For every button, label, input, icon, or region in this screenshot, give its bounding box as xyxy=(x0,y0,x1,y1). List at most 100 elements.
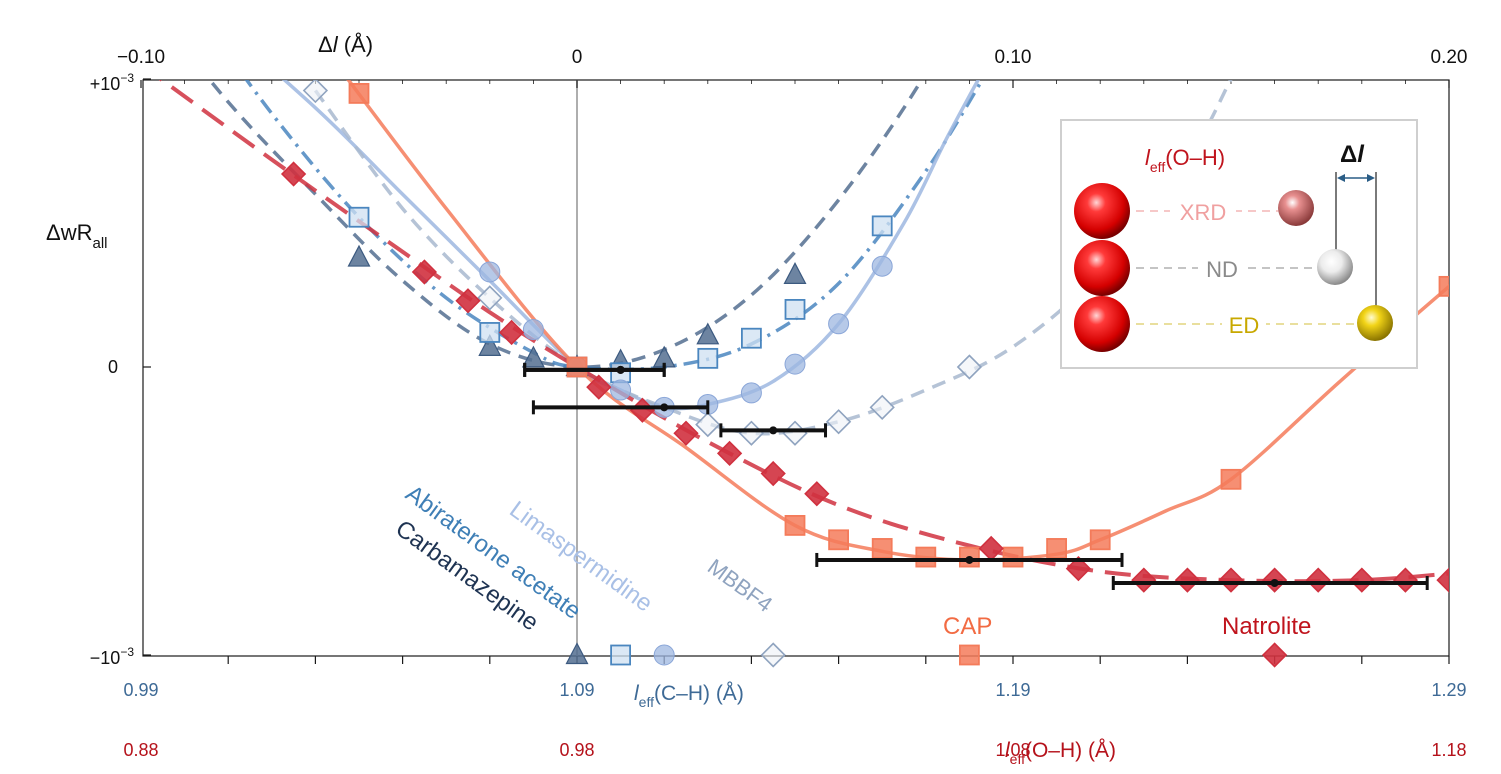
top-tick-label-1: 0 xyxy=(572,47,583,68)
point-natrolite xyxy=(498,319,525,346)
inset-legend-title: leff(O–H) xyxy=(1145,145,1225,175)
ch-tick-label-2: 1.19 xyxy=(995,680,1030,700)
point-natrolite xyxy=(1174,567,1201,593)
curve-carbamazepine xyxy=(207,80,924,369)
oh-tick-label-3: 1.18 xyxy=(1431,740,1466,760)
point-natrolite xyxy=(673,420,699,446)
top-tick-label-0: −0.10 xyxy=(117,47,165,68)
legend-marker-cap xyxy=(959,644,980,666)
oh-tick-label-1: 0.98 xyxy=(559,740,594,760)
hydrogen-atom-nd xyxy=(1317,249,1353,285)
point-limaspermidine xyxy=(871,255,893,277)
legend-marker-carbamazepine xyxy=(565,642,589,665)
point-cap xyxy=(828,529,849,551)
point-cap xyxy=(566,356,588,378)
point-carbamazepine xyxy=(696,322,720,345)
point-natrolite xyxy=(455,288,481,314)
error-bars xyxy=(523,362,1429,590)
point-natrolite xyxy=(411,259,438,285)
point-cap xyxy=(1089,529,1111,551)
minimum-dot-natrolite xyxy=(1270,579,1279,587)
y-tick-label-zero: 0 xyxy=(108,357,118,377)
point-mbbf4 xyxy=(956,354,983,380)
point-natrolite xyxy=(1305,567,1331,593)
oxygen-atom-nd xyxy=(1074,240,1130,296)
hydrogen-atom-xrd xyxy=(1278,190,1314,226)
point-mbbf4 xyxy=(869,394,895,420)
oxygen-atom-xrd xyxy=(1074,183,1130,239)
point-limaspermidine xyxy=(828,313,850,335)
series-label-mbbf4: MBBF4 xyxy=(703,554,777,617)
point-natrolite xyxy=(1131,567,1157,593)
point-abiraterone-acetate xyxy=(479,322,501,343)
point-cap xyxy=(1438,275,1449,297)
point-abiraterone-acetate xyxy=(348,206,370,228)
plot-frame xyxy=(142,79,1450,657)
point-mbbf4 xyxy=(477,285,503,311)
point-abiraterone-acetate xyxy=(697,347,719,369)
legend-marker-abiraterone-acetate xyxy=(610,644,631,666)
data-markers xyxy=(280,80,1449,593)
point-mbbf4 xyxy=(695,411,721,438)
legend-marker-natrolite xyxy=(1261,642,1288,668)
point-cap xyxy=(1046,538,1067,559)
series-label-natrolite: Natrolite xyxy=(1222,613,1311,640)
point-limaspermidine xyxy=(610,379,632,401)
y-tick-label-bottom: −10−3 xyxy=(90,645,135,668)
minimum-dot-mbbf4 xyxy=(769,426,778,435)
delta-arrow-head-left xyxy=(1337,174,1345,182)
minimum-dot-abiraterone-acetate xyxy=(616,365,625,374)
point-natrolite xyxy=(760,460,786,487)
point-cap xyxy=(1002,546,1024,568)
hydrogen-atom-ed xyxy=(1357,305,1393,341)
ch-tick-label-3: 1.29 xyxy=(1431,680,1466,700)
curve-mbbf4 xyxy=(313,80,1233,436)
ch-tick-label-1: 1.09 xyxy=(559,680,594,700)
point-cap xyxy=(784,515,806,536)
point-abiraterone-acetate xyxy=(741,327,762,349)
point-natrolite xyxy=(1349,567,1375,593)
minimum-dot-limaspermidine xyxy=(660,403,669,412)
point-mbbf4 xyxy=(302,80,329,104)
top-tick-label-2: 0.10 xyxy=(995,47,1032,68)
nd-label: ND xyxy=(1206,257,1238,282)
axes: −0.10 0 0.10 0.20 0.99 1.09 1.19 1.29 0.88 0.98 1.… xyxy=(117,47,1468,760)
point-natrolite xyxy=(586,374,612,400)
oh-tick-label-2: 1.08 xyxy=(995,740,1030,760)
point-mbbf4 xyxy=(782,420,808,446)
inset-legend: leff(O–H) Δl XRD ND ED xyxy=(1060,119,1418,369)
delta-arrow-head-right xyxy=(1367,174,1375,182)
point-mbbf4 xyxy=(825,409,852,435)
oh-axis-title: leff(O–H) (Å) xyxy=(1005,739,1116,767)
minimum-dot-cap xyxy=(965,555,974,564)
point-natrolite xyxy=(716,440,743,467)
oh-tick-label-0: 0.88 xyxy=(123,740,158,760)
point-carbamazepine xyxy=(783,262,807,284)
oxygen-atom-ed xyxy=(1074,296,1130,352)
point-limaspermidine xyxy=(479,261,501,283)
point-natrolite xyxy=(280,161,307,187)
series-label-cap: CAP xyxy=(943,613,992,640)
point-carbamazepine xyxy=(478,334,502,356)
point-cap xyxy=(871,538,893,559)
ch-axis-title: leff(C–H) (Å) xyxy=(634,682,744,710)
point-natrolite xyxy=(1218,567,1244,593)
point-abiraterone-acetate xyxy=(871,215,893,237)
point-carbamazepine xyxy=(521,345,545,368)
point-natrolite xyxy=(978,535,1004,562)
point-cap xyxy=(348,83,370,104)
point-natrolite xyxy=(1392,567,1419,593)
inset-delta-label: Δl xyxy=(1340,141,1365,168)
top-tick-label-3: 0.20 xyxy=(1431,47,1468,68)
point-cap xyxy=(915,546,937,568)
point-limaspermidine xyxy=(522,319,544,341)
point-natrolite xyxy=(1065,555,1092,582)
point-natrolite xyxy=(804,481,830,507)
y-tick-label-top: +10−3 xyxy=(90,71,135,94)
y-axis-title: ΔwRall xyxy=(46,220,108,252)
ch-tick-label-0: 0.99 xyxy=(123,680,158,700)
point-natrolite xyxy=(1436,567,1449,593)
curve-limaspermidine xyxy=(281,80,981,411)
point-limaspermidine xyxy=(784,353,806,375)
